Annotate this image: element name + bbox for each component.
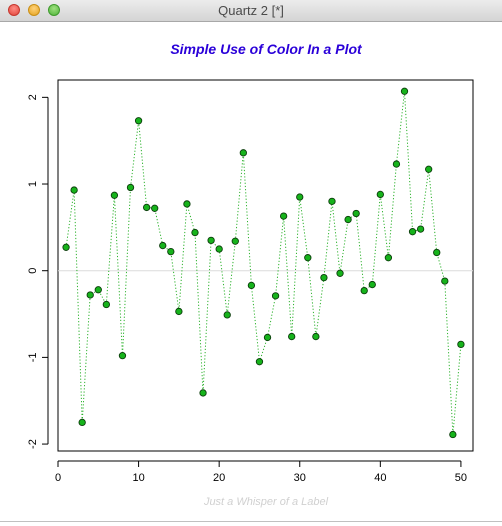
data-point: [263, 333, 272, 342]
y-tick-label: 2: [27, 94, 39, 100]
data-point: [400, 87, 409, 95]
plot-frame: [57, 79, 474, 452]
data-point: [279, 212, 288, 220]
data-point: [344, 215, 352, 224]
data-point: [271, 292, 280, 300]
x-tick-label: 40: [374, 472, 386, 484]
x-tick-label: 10: [132, 472, 144, 484]
data-point: [239, 149, 247, 157]
data-point: [134, 117, 143, 125]
data-point: [94, 286, 102, 294]
data-point: [433, 248, 441, 257]
minimize-icon[interactable]: [28, 4, 40, 16]
data-point: [312, 332, 320, 341]
series-layer: [62, 87, 465, 439]
data-point: [78, 418, 86, 427]
data-point: [457, 340, 465, 349]
data-point: [449, 430, 457, 439]
data-point: [102, 300, 110, 309]
chart-svg: Simple Use of Color In a Plot 0 10 20 30 40 5…: [27, 41, 474, 508]
data-point: [304, 254, 312, 262]
data-point: [191, 228, 199, 237]
data-point: [223, 311, 231, 319]
data-point: [62, 243, 70, 251]
y-tick-label: -1: [27, 352, 39, 362]
data-point: [151, 204, 159, 212]
data-point: [425, 165, 433, 173]
axes-layer: 0 10 20 30 40 50 -2 -1 0 1 2: [27, 94, 473, 484]
x-axis-label: Just a Whisper of a Label: [203, 496, 329, 508]
window-title: Quartz 2 [*]: [218, 3, 284, 18]
data-point: [167, 247, 175, 256]
data-point: [352, 209, 360, 218]
data-point: [175, 307, 183, 316]
y-tick-label: 0: [27, 268, 39, 274]
x-tick-label: 30: [294, 472, 306, 484]
data-point: [70, 186, 78, 194]
data-point: [118, 351, 127, 360]
data-point: [416, 225, 425, 233]
data-point: [336, 269, 344, 277]
y-tick-label: 1: [27, 181, 39, 187]
data-point: [86, 291, 94, 299]
data-point: [183, 200, 191, 208]
window-bottom-edge: [0, 521, 502, 522]
y-tick-label: -2: [27, 439, 39, 449]
chart-title: Simple Use of Color In a Plot: [170, 41, 363, 57]
data-point: [207, 236, 215, 245]
data-point: [392, 160, 401, 168]
data-point: [360, 286, 368, 295]
close-icon[interactable]: [8, 4, 20, 16]
data-point: [247, 281, 256, 290]
data-point: [199, 389, 207, 397]
data-point: [320, 273, 328, 282]
x-tick-label: 50: [455, 472, 467, 484]
data-point: [384, 254, 393, 262]
series-line: [65, 91, 462, 435]
data-point: [376, 190, 384, 199]
data-point: [126, 183, 135, 192]
data-point: [368, 280, 376, 289]
window-titlebar: Quartz 2 [*]: [0, 0, 502, 22]
plot-area: Simple Use of Color In a Plot 0 10 20 30 40 5…: [0, 22, 502, 526]
data-point: [441, 277, 449, 285]
data-point: [159, 241, 167, 250]
data-point: [215, 245, 223, 253]
data-point: [328, 197, 336, 206]
x-tick-label: 20: [213, 472, 225, 484]
data-point: [408, 228, 417, 236]
data-point: [255, 358, 264, 366]
x-tick-label: 0: [55, 472, 61, 484]
data-point: [296, 193, 304, 201]
zoom-icon[interactable]: [48, 4, 60, 16]
data-point: [288, 332, 296, 341]
data-point: [110, 191, 119, 199]
data-point: [231, 237, 239, 245]
data-point: [142, 203, 151, 212]
